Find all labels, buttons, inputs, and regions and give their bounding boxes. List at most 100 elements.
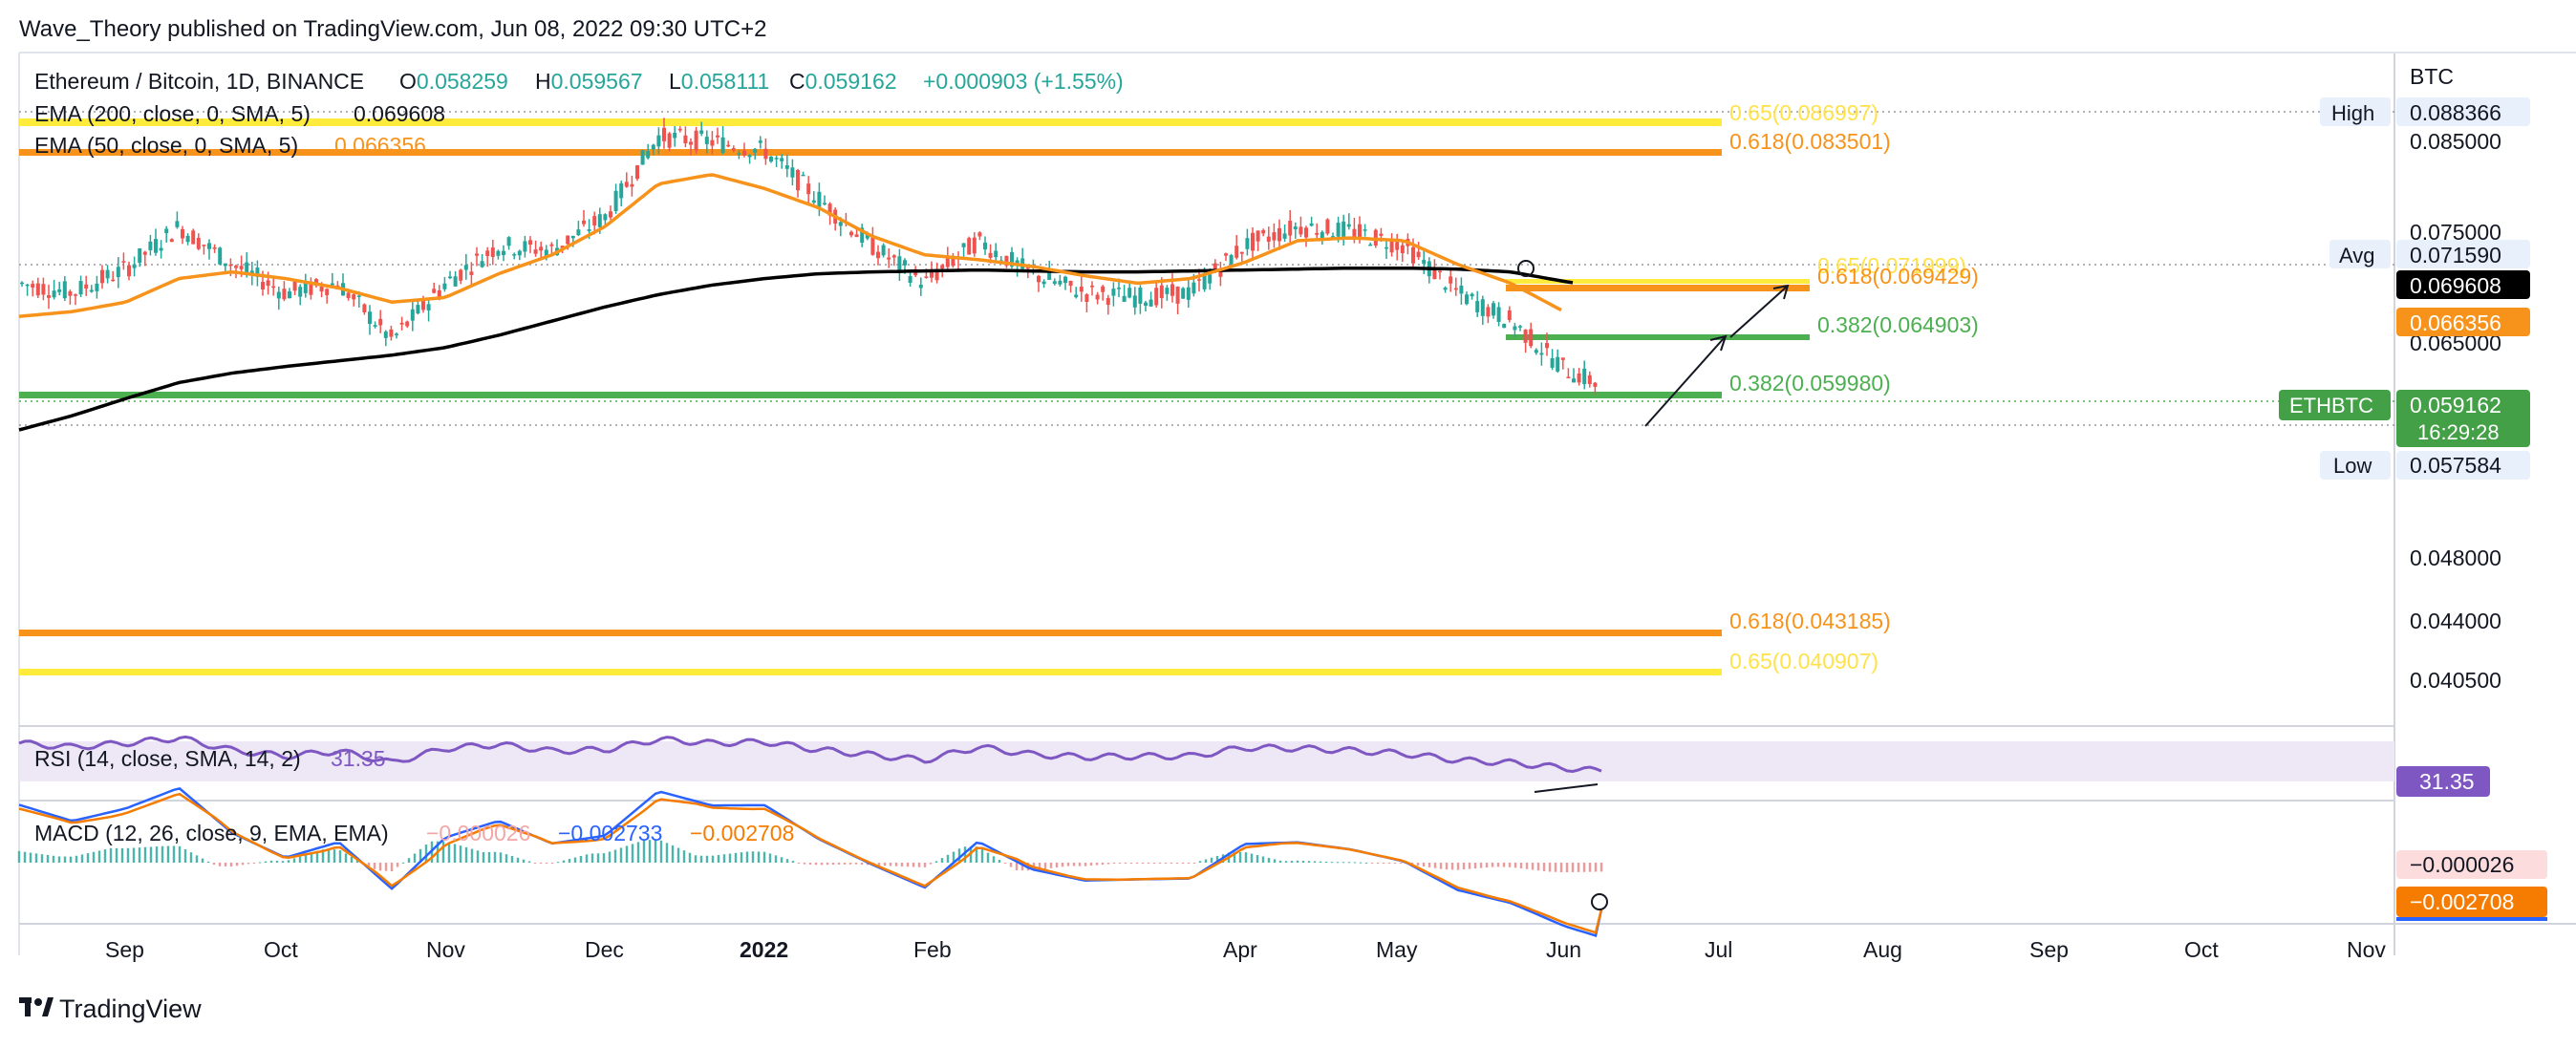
fib-618-mid-label: 0.618(0.069429) — [1817, 264, 1979, 289]
macd-histogram-bar — [1215, 856, 1219, 863]
macd-histogram-bar — [912, 863, 915, 867]
macd-histogram-bar — [848, 863, 852, 865]
x-tick-may: May — [1376, 937, 1418, 962]
low-tag: Low — [2333, 454, 2372, 478]
candle-body — [1523, 330, 1528, 343]
macd-histogram-bar — [1009, 863, 1013, 867]
macd-histogram-bar — [1496, 863, 1500, 867]
candle-body — [1229, 255, 1234, 265]
candle-body — [421, 298, 425, 310]
legend-ema50-value: 0.066356 — [334, 133, 426, 158]
macd-histogram-bar — [459, 845, 462, 863]
macd-histogram-bar — [1244, 852, 1248, 863]
candle-body — [475, 253, 479, 256]
candle-body — [881, 245, 886, 256]
fib-65-mid-line — [1506, 279, 1810, 284]
macd-histogram-bar — [676, 847, 680, 863]
candle-body — [1132, 295, 1137, 308]
candle-body — [395, 333, 398, 335]
candle-body — [245, 262, 249, 273]
macd-histogram-bar — [1256, 855, 1259, 863]
candle-body — [373, 325, 377, 327]
macd-histogram-bar — [46, 854, 50, 863]
price-badges: High 0.088366 Avg 0.071590 0.069608 0.06… — [2279, 97, 2530, 480]
macd-histogram-bar — [917, 863, 921, 867]
macd-histogram-bar — [900, 863, 904, 866]
macd-histogram-bar — [550, 863, 554, 864]
candle-body — [1363, 229, 1367, 231]
tradingview-logo[interactable]: TradingView — [19, 995, 202, 1023]
candle-body — [854, 234, 859, 238]
time-axis[interactable]: Sep Oct Nov Dec 2022 Feb Apr May Jun Jul… — [105, 937, 2386, 962]
candle-body — [432, 289, 437, 293]
macd-histogram-bar — [149, 846, 153, 863]
macd-histogram-bar — [401, 862, 405, 864]
macd-histogram-bar — [659, 840, 663, 863]
macd-histogram-bar — [1347, 862, 1351, 864]
candle-body — [1550, 358, 1555, 368]
macd-histogram-bar — [287, 860, 290, 863]
candle-body — [1111, 289, 1116, 296]
macd-histogram-bar — [665, 843, 669, 863]
candle-body — [533, 249, 538, 254]
candle-body — [1470, 293, 1474, 297]
candle-body — [383, 332, 388, 338]
candle-body — [496, 250, 501, 256]
candle-body — [490, 247, 495, 257]
publish-line: Wave_Theory published on TradingView.com… — [19, 16, 766, 42]
macd-histogram-bar — [975, 846, 978, 863]
high-tag: High — [2331, 101, 2374, 125]
macd-histogram-bar — [1508, 863, 1512, 867]
candle-body — [1582, 368, 1587, 385]
candle-body — [849, 231, 853, 236]
macd-histogram-bar — [373, 863, 376, 869]
candle-body — [57, 289, 62, 292]
macd-histogram-bar — [80, 854, 84, 863]
macd-histogram-bar — [1089, 863, 1093, 866]
price-axis[interactable]: BTC 0.085000 0.075000 0.065000 0.048000 … — [2410, 64, 2501, 693]
candle-body — [68, 290, 73, 296]
candle-body — [694, 130, 698, 151]
macd-histogram-bar — [682, 850, 686, 863]
candle-body — [223, 263, 227, 267]
macd-histogram-bar — [1548, 863, 1552, 872]
macd-histogram-bar — [1135, 863, 1139, 864]
candle-body — [523, 241, 527, 252]
macd-histogram-bar — [1577, 863, 1580, 872]
macd-histogram-bar — [1588, 863, 1592, 872]
candle-body — [1148, 299, 1153, 307]
macd-histogram-bar — [1502, 863, 1506, 867]
candle-body — [1459, 286, 1464, 294]
ema200-line — [18, 266, 1574, 432]
macd-histogram-bar — [201, 858, 204, 863]
macd-histogram-bar — [1152, 863, 1156, 864]
macd-histogram-bar — [378, 863, 382, 871]
y-tick-5: 0.040500 — [2410, 668, 2501, 693]
candle-body — [1218, 267, 1223, 277]
macd-histogram-bar — [814, 863, 818, 866]
x-tick-apr: Apr — [1223, 937, 1257, 962]
ema50-line — [18, 173, 1562, 318]
macd-histogram-bar — [688, 852, 692, 863]
macd-histogram-bar — [608, 851, 612, 863]
macd-histogram-bar — [1101, 863, 1105, 866]
candle-body — [448, 276, 452, 279]
candle-body — [1529, 329, 1534, 347]
macd-label: MACD (12, 26, close, 9, EMA, EMA) — [34, 821, 389, 845]
ema50-badge-bg — [2396, 308, 2530, 336]
macd-histogram-bar — [1284, 861, 1288, 863]
projection-arrows — [1517, 260, 1790, 427]
macd-histogram-bar — [189, 852, 193, 863]
candle-body — [362, 304, 367, 313]
candle-body — [860, 227, 865, 244]
arrow-2-shaft — [1729, 286, 1788, 338]
macd-histogram-bar — [1198, 861, 1202, 863]
candle-body — [539, 246, 544, 251]
candle-body — [887, 257, 891, 260]
candle-body — [801, 174, 805, 177]
macd-histogram-bar — [1324, 861, 1328, 863]
macd-histogram-bar — [1290, 861, 1294, 863]
macd-histogram-bar — [1003, 863, 1007, 864]
last-price-badge: 0.059162 — [2410, 393, 2501, 417]
